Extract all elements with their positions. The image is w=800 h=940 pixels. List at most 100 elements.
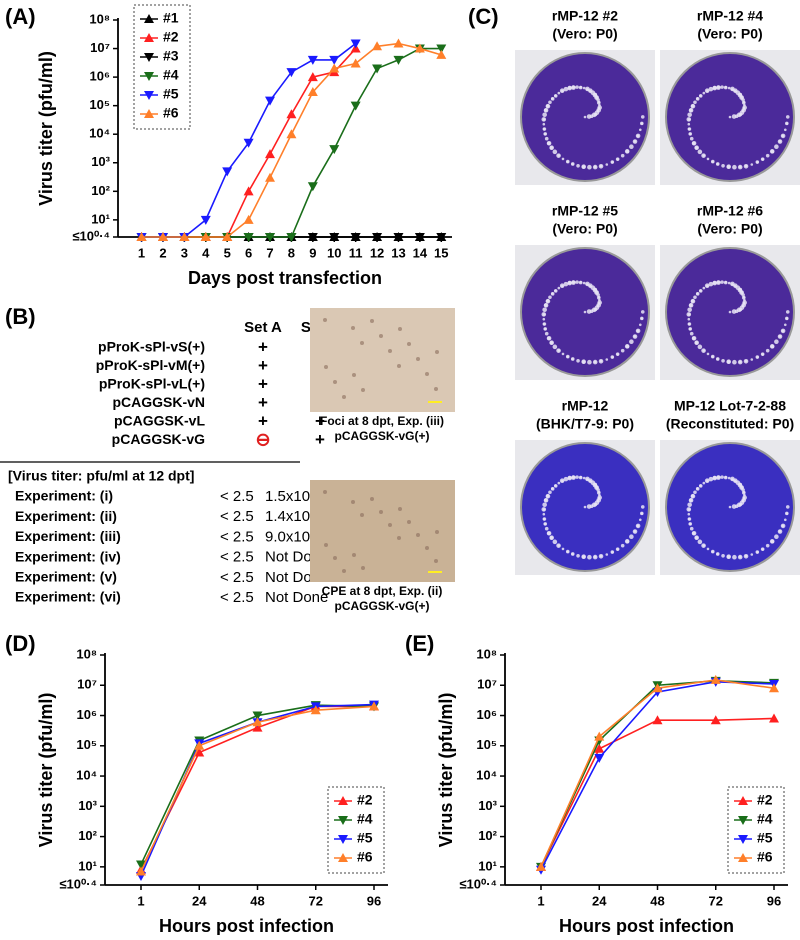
legend-marker xyxy=(144,109,154,118)
plaque xyxy=(727,476,731,480)
x-tick-label: 14 xyxy=(413,245,428,260)
data-point xyxy=(393,233,404,242)
plaque xyxy=(765,543,770,548)
plaque xyxy=(739,290,744,295)
data-point xyxy=(286,233,297,242)
plaque xyxy=(594,485,599,490)
set-a-titer: < 2.5 xyxy=(220,569,254,586)
plaque xyxy=(586,478,589,481)
cell-speck xyxy=(407,342,411,346)
plaque xyxy=(721,553,725,558)
plaque xyxy=(689,136,694,141)
plaque xyxy=(542,502,547,508)
x-tick-label: 96 xyxy=(767,893,781,908)
plaque xyxy=(769,344,775,349)
plate-label: (Reconstituted: P0) xyxy=(666,416,794,432)
plaque xyxy=(578,85,583,90)
legend-marker xyxy=(144,14,154,23)
plaque xyxy=(576,358,580,363)
plaque xyxy=(561,284,564,288)
plaque xyxy=(633,335,637,338)
plaque xyxy=(542,512,546,516)
plaque xyxy=(769,539,775,544)
plaque xyxy=(712,85,717,91)
cell-speck xyxy=(397,536,401,540)
plaque xyxy=(543,522,548,526)
plaque xyxy=(549,535,554,540)
plaque xyxy=(582,476,586,480)
plaque xyxy=(546,140,552,146)
plaque xyxy=(620,348,625,353)
plaque xyxy=(783,518,787,522)
plaque xyxy=(733,479,737,483)
plaque xyxy=(570,552,575,556)
y-tick-label: 10⁴ xyxy=(476,767,497,782)
plaque xyxy=(702,544,706,547)
plaque xyxy=(557,91,561,95)
plaque xyxy=(581,359,587,364)
cell-speck xyxy=(342,569,346,573)
x-tick-label: 2 xyxy=(159,245,166,260)
plaque xyxy=(744,554,748,558)
plaque xyxy=(732,164,737,170)
plaque xyxy=(687,112,692,118)
data-point xyxy=(652,683,663,693)
plaque xyxy=(688,108,694,113)
plasmid-name: pCAGGSK-vL xyxy=(114,413,205,429)
legend-label: #5 xyxy=(163,86,179,102)
legend-box xyxy=(727,786,785,874)
plaque xyxy=(596,109,600,112)
plate-label: rMP-12 #6 xyxy=(697,203,763,219)
cell-speck xyxy=(370,319,374,323)
data-point xyxy=(307,55,318,65)
plaque xyxy=(712,280,717,286)
cell: + xyxy=(315,430,325,449)
plaque xyxy=(760,157,765,161)
plaque xyxy=(738,360,742,364)
cell-speck xyxy=(360,513,364,517)
plaque xyxy=(542,112,547,118)
plaque xyxy=(702,481,706,485)
data-point xyxy=(393,38,404,48)
cell-speck xyxy=(397,364,401,368)
data-point xyxy=(243,214,254,224)
plaque xyxy=(570,162,575,166)
plaque xyxy=(702,91,706,95)
cell-speck xyxy=(370,497,374,501)
plate-label: rMP-12 #2 xyxy=(552,8,618,24)
x-tick-label: 6 xyxy=(245,245,252,260)
data-point xyxy=(710,674,721,684)
x-tick-label: 12 xyxy=(370,245,384,260)
plaque xyxy=(545,493,551,499)
plaque xyxy=(629,534,634,539)
plaque xyxy=(542,508,546,511)
plaque xyxy=(687,317,691,321)
plaque xyxy=(636,524,640,528)
legend-label: #1 xyxy=(163,10,179,26)
plaque xyxy=(785,505,790,509)
data-point xyxy=(329,55,340,65)
plaque xyxy=(565,354,570,359)
plate-label: rMP-12 #5 xyxy=(552,203,618,219)
plaque xyxy=(731,478,734,481)
data-point xyxy=(286,68,297,78)
plaque xyxy=(588,284,592,288)
set-b-titer: 1.4x10⁶ xyxy=(265,508,316,525)
cell-speck xyxy=(333,380,337,384)
caption: pCAGGSK-vG(+) xyxy=(334,599,429,613)
plaque xyxy=(720,85,724,89)
x-tick-label: 96 xyxy=(367,893,381,908)
titer-header: [Virus titer: pfu/ml at 12 dpt] xyxy=(8,468,194,484)
plaque xyxy=(774,534,779,539)
y-tick-label: 10⁵ xyxy=(89,97,110,112)
data-point xyxy=(265,172,276,182)
plaque xyxy=(697,149,703,155)
plaque xyxy=(726,554,732,559)
plaque xyxy=(687,118,691,121)
plaque xyxy=(594,95,599,100)
y-tick-label: 10⁵ xyxy=(76,737,97,752)
plaque xyxy=(687,517,692,521)
legend-label: #2 xyxy=(757,792,773,808)
plaque xyxy=(550,292,555,296)
data-point xyxy=(307,182,318,192)
